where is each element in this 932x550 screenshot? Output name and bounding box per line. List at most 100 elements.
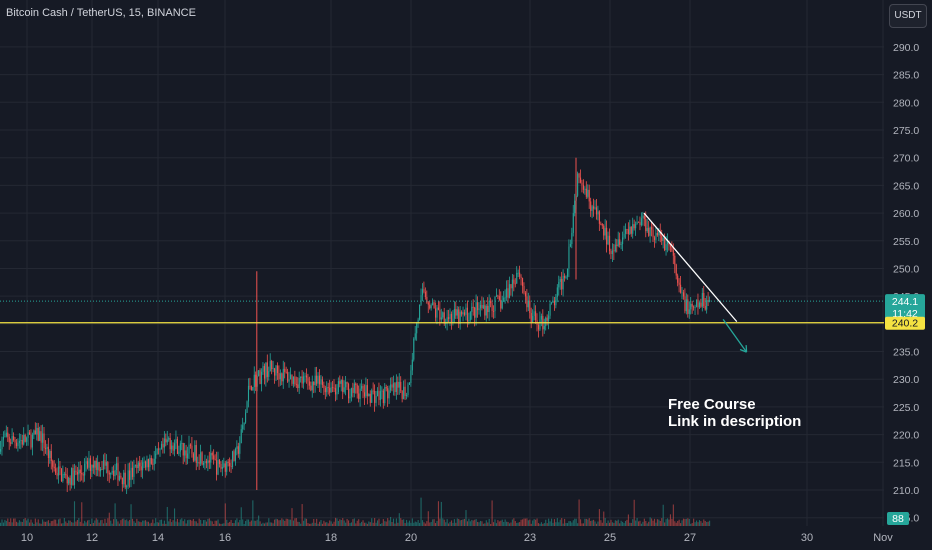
candle-body bbox=[413, 338, 415, 360]
candle-body bbox=[495, 295, 497, 297]
volume-bar bbox=[297, 521, 299, 526]
volume-bar bbox=[87, 520, 89, 526]
volume-bar bbox=[295, 518, 297, 526]
candle-body bbox=[507, 288, 509, 298]
candle-body bbox=[162, 443, 164, 448]
currency-button[interactable]: USDT bbox=[889, 4, 927, 28]
volume-bar bbox=[258, 515, 260, 526]
candle-body bbox=[227, 461, 229, 463]
candle-body bbox=[321, 379, 323, 386]
volume-bar bbox=[416, 522, 418, 526]
volume-bar bbox=[229, 521, 231, 526]
volume-bar bbox=[162, 523, 164, 526]
volume-bar bbox=[658, 519, 660, 526]
volume-bar bbox=[308, 523, 310, 526]
volume-bar bbox=[198, 518, 200, 526]
candle-body bbox=[522, 277, 524, 287]
volume-bar bbox=[620, 520, 622, 526]
volume-bar bbox=[640, 523, 642, 526]
volume-bar bbox=[104, 518, 106, 526]
candle-body bbox=[68, 477, 70, 484]
candle-body bbox=[530, 313, 532, 323]
candle-body bbox=[652, 229, 654, 238]
candle-body bbox=[593, 206, 595, 209]
candle-body bbox=[95, 460, 97, 470]
candle-body bbox=[630, 226, 632, 234]
candle-body bbox=[91, 464, 93, 471]
volume-bar bbox=[475, 519, 477, 526]
volume-bar bbox=[126, 519, 128, 526]
volume-bar bbox=[688, 518, 690, 526]
volume-bar bbox=[172, 520, 174, 526]
candle-body bbox=[287, 372, 289, 382]
candle-body bbox=[24, 434, 26, 442]
volume-bar bbox=[33, 523, 35, 526]
volume-bar bbox=[275, 518, 277, 526]
candle-body bbox=[626, 229, 628, 230]
volume-bar bbox=[285, 518, 287, 526]
candle-body bbox=[639, 222, 641, 226]
volume-bar bbox=[549, 521, 551, 526]
candle-body bbox=[266, 362, 268, 377]
volume-bar bbox=[459, 520, 461, 526]
candle-body bbox=[329, 387, 331, 393]
volume-bar bbox=[136, 518, 138, 526]
volume-bar bbox=[530, 523, 532, 526]
volume-bar bbox=[130, 504, 132, 526]
volume-bar bbox=[301, 504, 303, 526]
candle-body bbox=[268, 371, 270, 377]
volume-bar bbox=[340, 520, 342, 526]
candle-body bbox=[242, 425, 244, 430]
candle-body bbox=[71, 468, 73, 485]
volume-bar bbox=[201, 523, 203, 526]
volume-bar bbox=[291, 508, 293, 526]
candle-body bbox=[504, 297, 506, 299]
candle-body bbox=[255, 374, 257, 387]
price-tick-label: 280.0 bbox=[893, 97, 919, 109]
volume-bar bbox=[345, 522, 347, 526]
volume-bar bbox=[575, 518, 577, 526]
candle-body bbox=[397, 381, 399, 388]
volume-bar bbox=[378, 518, 380, 526]
annotation-line-2: Link in description bbox=[668, 413, 802, 430]
candle-body bbox=[155, 453, 157, 459]
candle-body bbox=[40, 431, 42, 443]
volume-bar bbox=[88, 519, 90, 526]
candle-body bbox=[348, 383, 350, 399]
volume-bar bbox=[453, 519, 455, 526]
candle-body bbox=[603, 225, 605, 236]
candle-body bbox=[234, 448, 236, 462]
candle-body bbox=[481, 304, 483, 309]
volume-bar bbox=[535, 519, 537, 526]
volume-bar bbox=[668, 519, 670, 526]
volume-bar bbox=[230, 519, 232, 526]
candle-body bbox=[493, 311, 495, 312]
volume-bar bbox=[20, 521, 22, 526]
volume-bar bbox=[255, 520, 257, 526]
volume-bar bbox=[413, 522, 415, 526]
candle-body bbox=[5, 432, 7, 437]
candle-body bbox=[629, 226, 631, 235]
candle-body bbox=[594, 207, 596, 209]
volume-bar bbox=[465, 510, 467, 526]
volume-bar bbox=[569, 521, 571, 526]
candle-body bbox=[243, 422, 245, 426]
volume-bar bbox=[514, 521, 516, 526]
volume-bar bbox=[314, 522, 316, 526]
volume-bar bbox=[597, 521, 599, 526]
candle-body bbox=[226, 461, 228, 472]
volume-bar bbox=[397, 522, 399, 526]
volume-bar bbox=[39, 523, 41, 526]
volume-bar bbox=[343, 520, 345, 526]
volume-bar bbox=[42, 519, 44, 526]
volume-bar bbox=[69, 520, 71, 526]
volume-bar bbox=[358, 519, 360, 526]
volume-bar bbox=[607, 520, 609, 526]
candle-body bbox=[394, 383, 396, 393]
candle-body bbox=[564, 275, 566, 278]
volume-bar bbox=[578, 499, 580, 526]
candle-body bbox=[549, 303, 551, 316]
candle-body bbox=[696, 299, 698, 308]
volume-bar bbox=[281, 518, 283, 526]
